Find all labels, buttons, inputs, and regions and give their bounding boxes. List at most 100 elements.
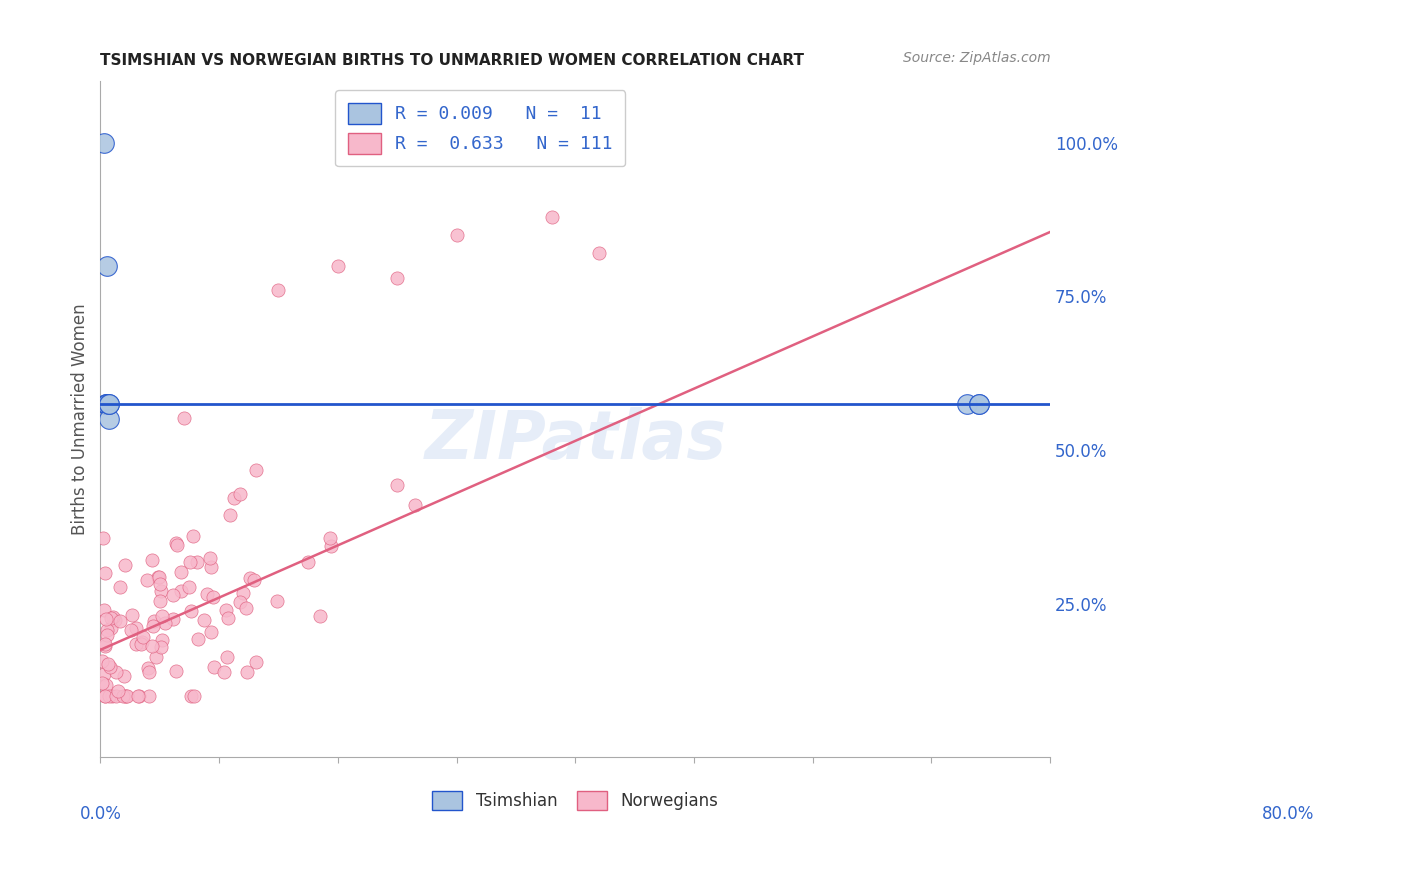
Text: ZIPatlas: ZIPatlas (425, 407, 727, 473)
Point (128, 689, 150, 703)
Point (149, 593, 172, 607)
Point (170, 566, 193, 580)
Point (217, 611, 239, 625)
Point (186, 555, 208, 569)
Point (150, 583, 173, 598)
Point (319, 539, 342, 553)
Point (91, 676, 114, 690)
Point (96, 627, 118, 641)
Point (235, 601, 257, 615)
Point (115, 689, 138, 703)
Point (195, 587, 218, 601)
Point (114, 689, 136, 703)
Point (93, 603, 115, 617)
Point (967, 397, 990, 411)
Point (150, 640, 173, 654)
Point (217, 649, 239, 664)
Point (181, 529, 204, 543)
Point (236, 665, 259, 680)
Point (150, 632, 173, 647)
Point (148, 570, 170, 584)
Point (91, 531, 114, 545)
Point (105, 689, 128, 703)
Point (162, 588, 184, 602)
Point (104, 614, 127, 628)
Point (202, 591, 225, 605)
Point (145, 650, 167, 665)
Point (239, 570, 262, 584)
Point (231, 585, 253, 599)
Point (96, 397, 118, 411)
Point (114, 689, 136, 703)
Point (138, 665, 160, 679)
Text: Source: ZipAtlas.com: Source: ZipAtlas.com (903, 51, 1050, 65)
Point (179, 555, 201, 569)
Point (94, 689, 117, 703)
Point (326, 259, 349, 273)
Point (120, 624, 142, 638)
Point (127, 689, 149, 703)
Point (183, 689, 205, 703)
Point (319, 531, 342, 545)
Point (540, 210, 562, 224)
Point (94, 689, 117, 703)
Point (405, 498, 427, 512)
Point (96, 397, 118, 411)
Point (96, 678, 118, 692)
Point (245, 655, 267, 669)
Point (143, 615, 166, 629)
Point (93, 666, 115, 681)
Point (138, 689, 160, 703)
Point (180, 689, 202, 703)
Point (132, 630, 155, 644)
Point (97, 412, 120, 426)
Point (100, 610, 122, 624)
Point (245, 463, 267, 477)
Point (267, 283, 290, 297)
Point (297, 555, 319, 569)
Point (97, 397, 120, 411)
Point (97, 657, 120, 672)
Point (385, 271, 408, 285)
Point (219, 508, 242, 522)
Point (90, 654, 112, 668)
Point (212, 665, 235, 680)
Point (173, 410, 195, 425)
Point (385, 478, 408, 492)
Text: 0.0%: 0.0% (79, 805, 121, 822)
Point (108, 614, 131, 628)
Point (169, 583, 191, 598)
Point (162, 612, 184, 626)
Legend: Tsimshian, Norwegians: Tsimshian, Norwegians (426, 784, 725, 817)
Point (200, 559, 222, 574)
Text: 80.0%: 80.0% (1261, 805, 1313, 822)
Point (142, 618, 165, 632)
Point (588, 246, 610, 260)
Point (141, 553, 163, 567)
Point (110, 580, 132, 594)
Point (200, 625, 222, 640)
Point (101, 609, 124, 624)
Point (215, 602, 238, 616)
Point (96, 611, 118, 625)
Point (121, 607, 143, 622)
Point (98, 689, 121, 703)
Point (124, 637, 146, 651)
Point (136, 573, 159, 587)
Point (100, 621, 122, 635)
Point (198, 550, 221, 565)
Point (96, 397, 118, 411)
Point (446, 227, 468, 242)
Point (141, 639, 163, 653)
Point (193, 613, 215, 627)
Point (93, 136, 115, 150)
Point (98, 660, 121, 674)
Point (967, 397, 990, 411)
Point (136, 661, 159, 675)
Point (222, 491, 245, 505)
Point (956, 397, 979, 411)
Point (165, 664, 187, 678)
Point (180, 604, 202, 618)
Point (131, 634, 153, 648)
Point (114, 558, 136, 572)
